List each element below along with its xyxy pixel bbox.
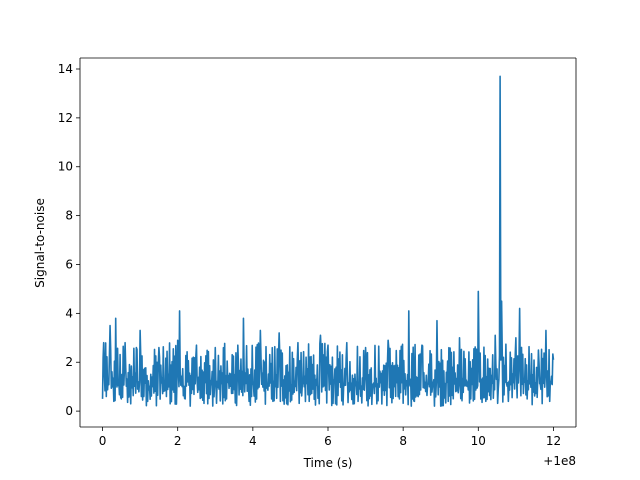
axes: 0 2 4 6 8 10 12 0 2 4 6 8 10 12 14 xyxy=(58,57,577,448)
y-tick-label: 10 xyxy=(58,160,73,174)
y-tick-label: 2 xyxy=(65,355,73,369)
y-tick-label: 12 xyxy=(58,111,73,125)
x-tick-label: 2 xyxy=(174,434,182,448)
x-tick-label: 4 xyxy=(249,434,257,448)
x-tick-label: 6 xyxy=(324,434,332,448)
y-axis-label: Signal-to-noise xyxy=(33,198,47,288)
y-tick-label: 6 xyxy=(65,257,73,271)
x-tick-label: 0 xyxy=(99,434,107,448)
y-tick-label: 0 xyxy=(65,404,73,418)
y-tick-label: 14 xyxy=(58,62,73,76)
y-tick-label: 8 xyxy=(65,209,73,223)
plot-area xyxy=(101,75,555,407)
y-tick-label: 4 xyxy=(65,306,73,320)
series-line xyxy=(101,75,555,407)
x-axis-label: Time (s) xyxy=(303,456,353,470)
x-tick-label: 12 xyxy=(546,434,561,448)
x-tick-label: 8 xyxy=(399,434,407,448)
x-axis-offset-label: +1e8 xyxy=(543,454,576,468)
x-tick-label: 10 xyxy=(471,434,486,448)
